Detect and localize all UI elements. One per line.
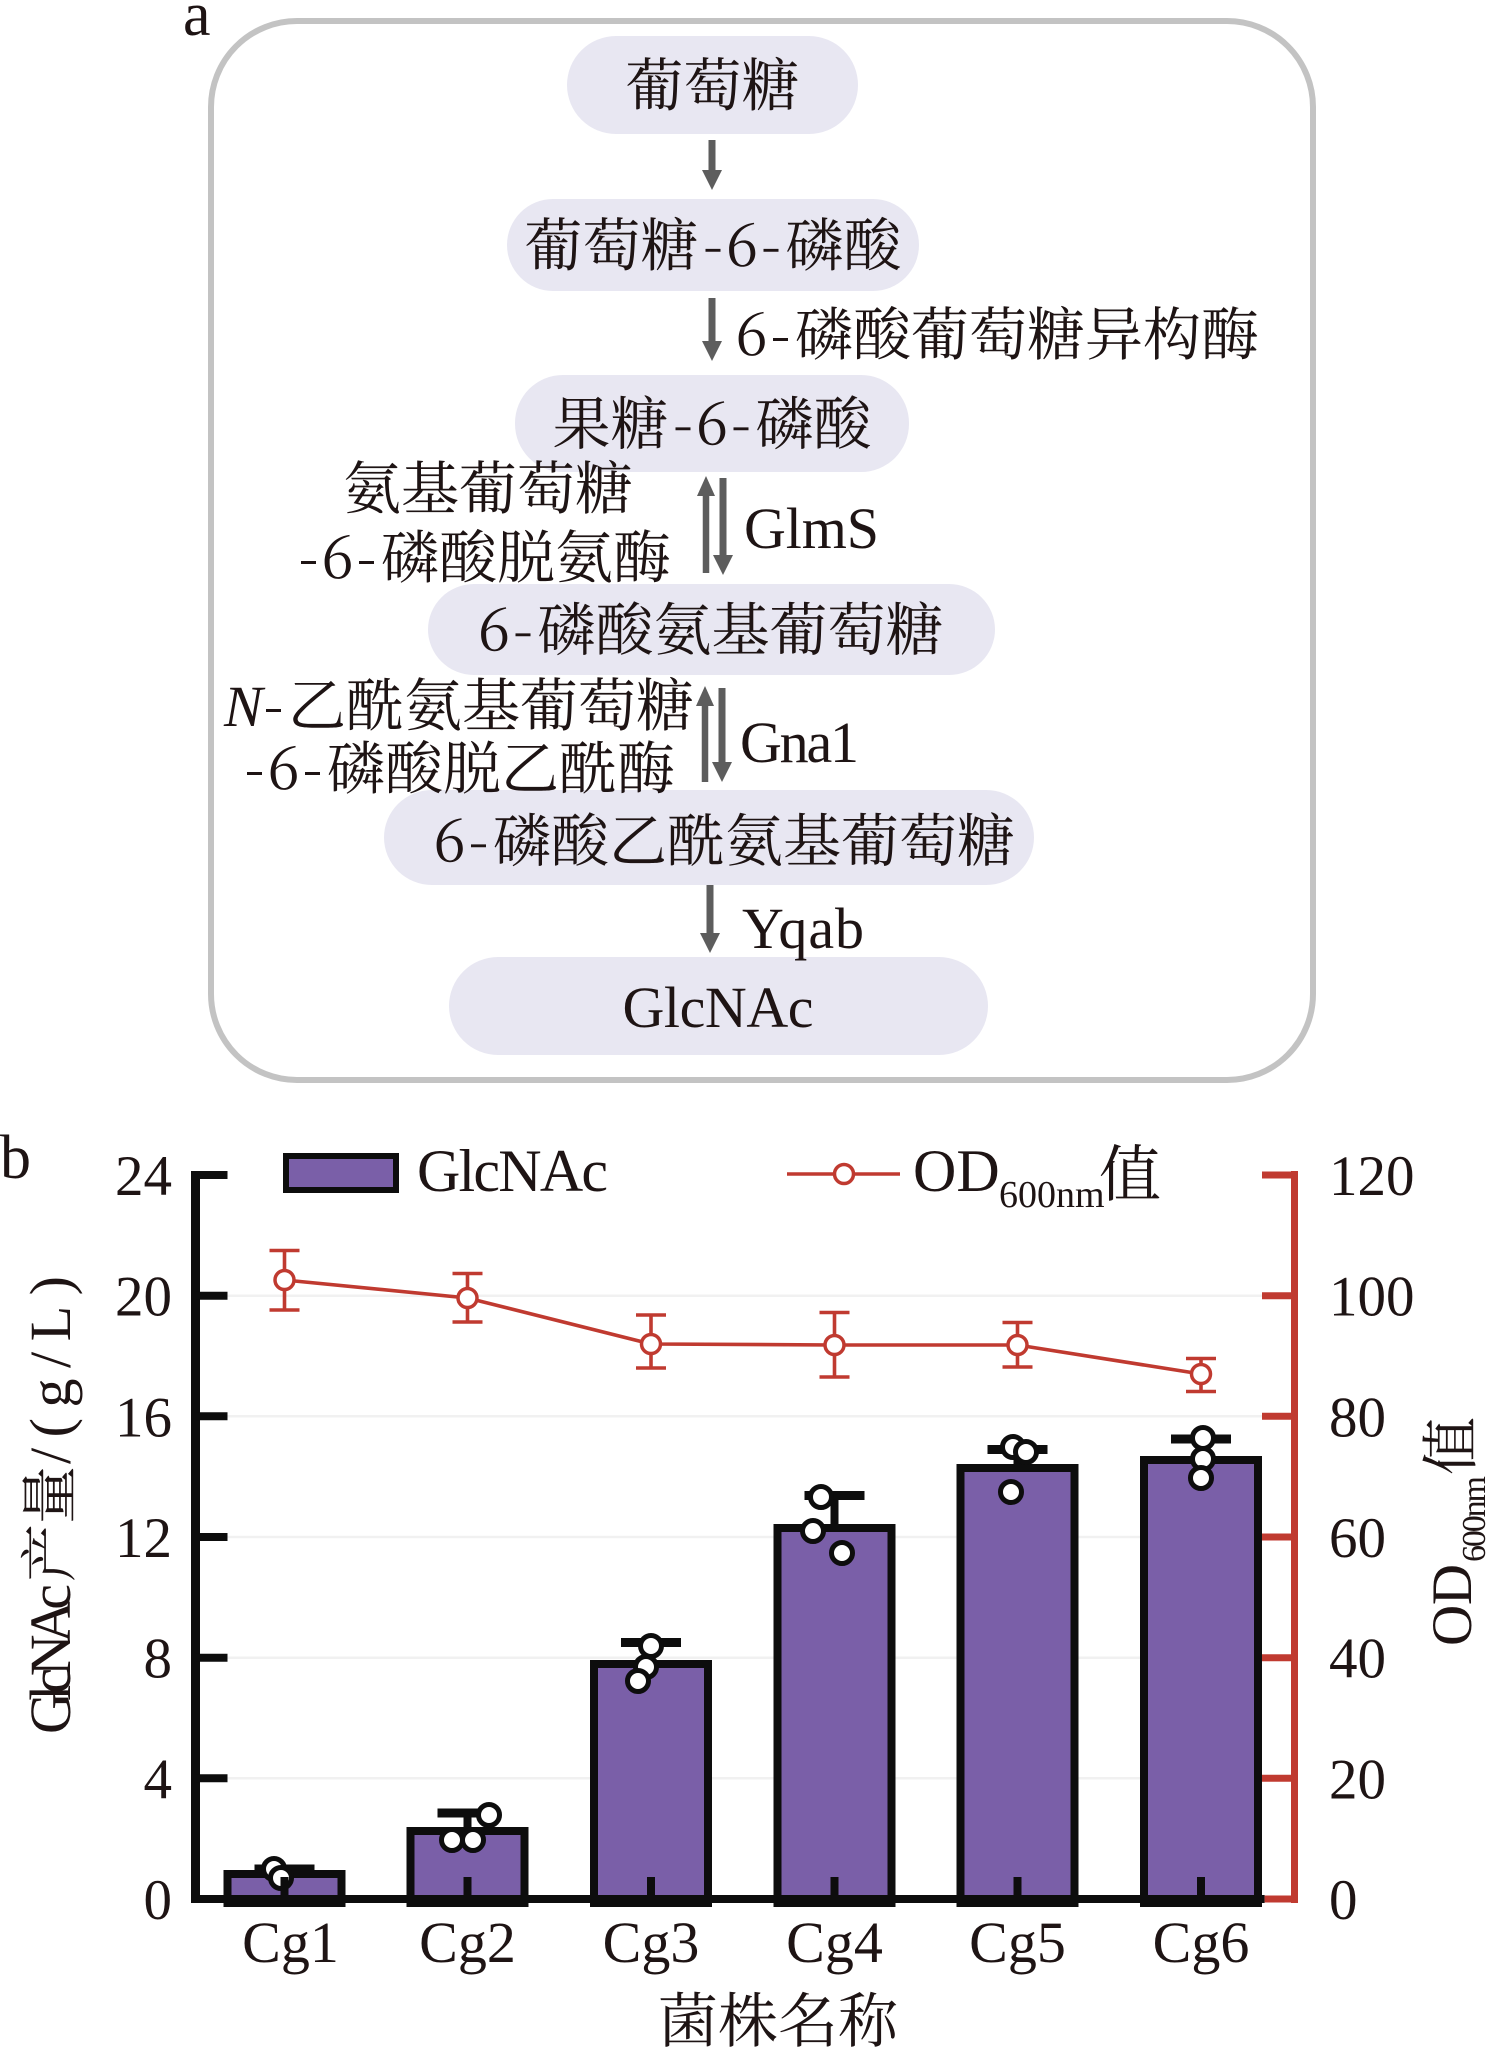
svg-text:/(g/L): /(g/L) xyxy=(18,1276,83,1464)
svg-text:Cg4: Cg4 xyxy=(786,1910,883,1975)
svg-text:GlcNAc: GlcNAc xyxy=(18,1584,83,1734)
svg-text:16: 16 xyxy=(115,1386,172,1449)
svg-text:60: 60 xyxy=(1329,1507,1386,1570)
svg-text:20: 20 xyxy=(1329,1748,1386,1811)
svg-text:a: a xyxy=(183,0,211,49)
svg-text:Cg5: Cg5 xyxy=(969,1910,1066,1975)
svg-text:12: 12 xyxy=(115,1507,172,1570)
svg-text:4: 4 xyxy=(144,1748,173,1811)
svg-text:OD: OD xyxy=(1421,1564,1484,1646)
svg-text:24: 24 xyxy=(115,1145,172,1208)
svg-text:b: b xyxy=(0,1124,31,1192)
svg-text:N: N xyxy=(223,674,266,739)
svg-text:Cg6: Cg6 xyxy=(1153,1910,1250,1975)
svg-text:Cg1: Cg1 xyxy=(242,1910,339,1975)
svg-text:Yqab: Yqab xyxy=(742,896,864,961)
svg-text:40: 40 xyxy=(1329,1628,1386,1691)
svg-text:GlmS: GlmS xyxy=(744,496,879,561)
svg-text:0: 0 xyxy=(144,1869,173,1932)
svg-text:Cg2: Cg2 xyxy=(419,1910,516,1975)
svg-text:0: 0 xyxy=(1329,1869,1358,1932)
svg-text:120: 120 xyxy=(1329,1145,1415,1208)
svg-text:80: 80 xyxy=(1329,1386,1386,1449)
svg-text:8: 8 xyxy=(144,1628,173,1691)
svg-text:600nm: 600nm xyxy=(999,1174,1105,1216)
svg-text:Cg3: Cg3 xyxy=(603,1910,700,1975)
svg-text:20: 20 xyxy=(115,1266,172,1329)
svg-text:Gna1: Gna1 xyxy=(740,710,859,775)
svg-text:GlcNAc: GlcNAc xyxy=(623,975,814,1040)
svg-text:100: 100 xyxy=(1329,1266,1415,1329)
svg-text:600nm: 600nm xyxy=(1456,1476,1492,1562)
svg-text:OD: OD xyxy=(913,1138,1000,1204)
svg-text:GlcNAc: GlcNAc xyxy=(417,1138,608,1204)
